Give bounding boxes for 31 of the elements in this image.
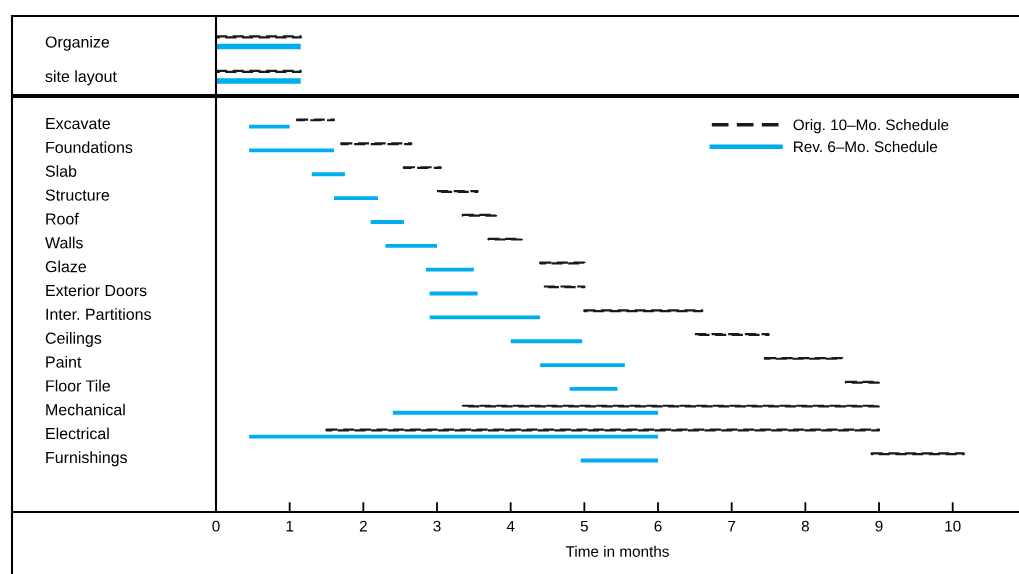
x-tick-label: 0 xyxy=(212,520,220,532)
y-tick-label: Inter. Partitions xyxy=(46,308,151,320)
y-tick-label: Organize xyxy=(45,35,110,51)
y-tick-label: site layout xyxy=(45,70,117,86)
x-tick-label: 6 xyxy=(654,520,662,532)
y-tick-label: Excavate xyxy=(46,118,110,130)
y-tick-label: Exterior Doors xyxy=(46,284,147,297)
x-tick-label: 4 xyxy=(506,520,515,532)
y-tick-label: Furnishings xyxy=(46,451,127,467)
x-tick-label: 2 xyxy=(359,520,367,532)
x-tick-label: 5 xyxy=(580,520,588,532)
y-tick-label: Ceilings xyxy=(45,332,102,347)
y-tick-label: Paint xyxy=(46,355,82,368)
x-tick-label: 3 xyxy=(433,520,441,532)
x-tick-label: 8 xyxy=(801,520,809,532)
y-tick-label: Slab xyxy=(45,165,77,177)
y-tick-label: Walls xyxy=(45,236,83,249)
x-axis-title: Time in months xyxy=(565,545,669,557)
y-tick-label: Roof xyxy=(46,212,79,225)
legend-label: Orig. 10–Mo. Schedule xyxy=(793,119,949,134)
y-tick-label: Structure xyxy=(45,189,110,201)
y-tick-label: Glaze xyxy=(45,260,87,273)
y-tick-label: Electrical xyxy=(46,427,109,440)
x-tick-label: 9 xyxy=(875,520,883,532)
x-tick-label: 1 xyxy=(286,520,294,532)
x-tick-label: 10 xyxy=(945,520,961,532)
x-tick-label: 7 xyxy=(728,520,736,532)
y-tick-label: Foundations xyxy=(46,141,133,154)
y-tick-label: Floor Tile xyxy=(46,379,110,392)
legend-label: Rev. 6–Mo. Schedule xyxy=(794,140,938,153)
y-tick-label: Mechanical xyxy=(46,403,125,416)
